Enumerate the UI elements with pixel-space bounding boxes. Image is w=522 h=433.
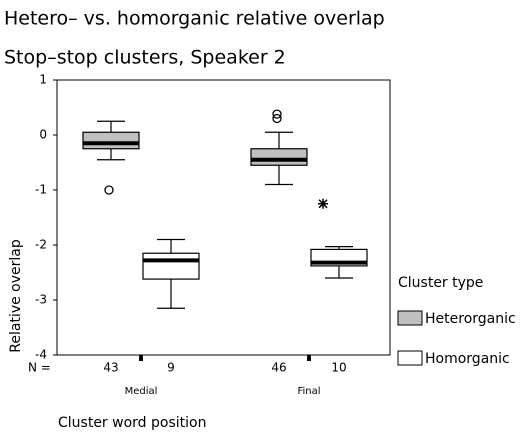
box: [82, 131, 140, 150]
n-prefix: N =: [28, 361, 51, 375]
y-tick-label: 1: [39, 73, 47, 87]
y-axis-label: Relative overlap: [8, 239, 24, 353]
x-tick-label: Medial: [125, 386, 158, 397]
x-tick: [307, 355, 311, 361]
x-axis-label: Cluster word position: [58, 415, 206, 431]
outlier: [104, 185, 114, 195]
legend-title: Cluster type: [398, 275, 483, 291]
y-tick-label: -2: [35, 238, 47, 252]
legend-swatch: [397, 310, 423, 326]
box: [142, 252, 200, 280]
outlier: [272, 113, 282, 124]
chart-title: Hetero– vs. homorganic relative overlap: [4, 8, 385, 30]
n-label: 9: [167, 361, 175, 375]
plot-frame: [56, 79, 391, 356]
y-tick-label: -3: [35, 293, 47, 307]
legend-label: Heterorganic: [425, 311, 516, 327]
extreme: [318, 198, 328, 209]
n-label: 10: [331, 361, 346, 375]
legend-swatch: [397, 350, 423, 366]
x-tick: [139, 355, 143, 361]
legend-label: Homorganic: [425, 351, 510, 367]
n-label: 46: [271, 361, 286, 375]
n-label: 43: [103, 361, 118, 375]
y-tick-label: -4: [35, 348, 47, 362]
y-tick-label: -1: [35, 183, 47, 197]
chart-subtitle: Stop–stop clusters, Speaker 2: [4, 47, 286, 69]
x-tick-label: Final: [297, 386, 320, 397]
outlier: [272, 109, 282, 119]
y-tick-label: 0: [39, 128, 47, 142]
box: [250, 148, 308, 166]
